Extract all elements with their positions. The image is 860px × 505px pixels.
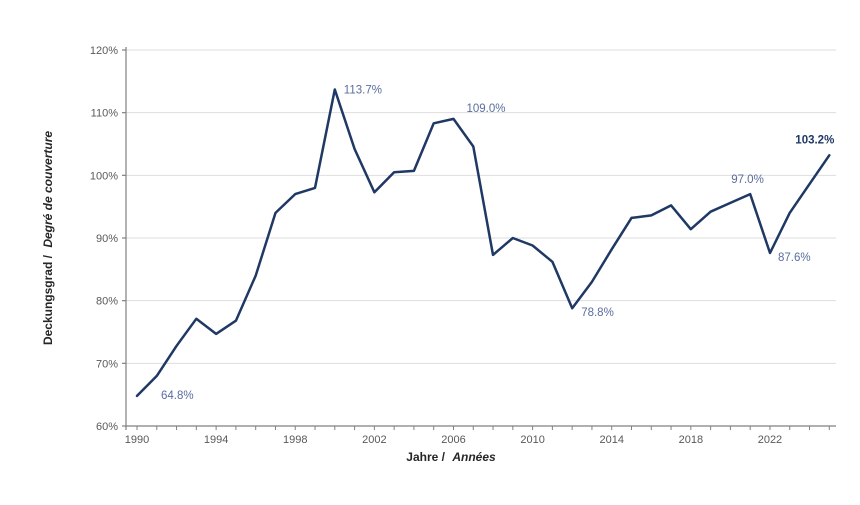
annotation-2025: 103.2%: [795, 134, 834, 146]
x-tick-label-2022: 2022: [758, 434, 782, 446]
y-axis-title: Deckungsgrad / Degré de couverture: [41, 131, 55, 345]
coverage-line: [135, 88, 831, 398]
y-tick-label-110%: 110%: [91, 108, 119, 120]
y-tick-label-70%: 70%: [96, 358, 118, 370]
annotation-2000: 113.7%: [344, 85, 382, 97]
gridlines: [126, 49, 836, 364]
y-tick-label-80%: 80%: [96, 296, 118, 308]
axes-and-ticks: [122, 47, 836, 430]
x-tick-label-1994: 1994: [204, 434, 228, 446]
y-tick-label-90%: 90%: [96, 233, 118, 245]
x-axis-title-de: Jahre /: [406, 450, 445, 464]
annotation-2021: 97.0%: [731, 174, 764, 186]
y-tick-label-100%: 100%: [90, 170, 118, 182]
annotation-1990: 64.8%: [161, 390, 194, 402]
data-labels: 64.8% 113.7% 109.0% 78.8% 97.0% 87.6% 103.2%: [161, 85, 834, 402]
y-axis-title-de: Deckungsgrad /: [41, 254, 55, 345]
x-tick-label-2006: 2006: [441, 434, 465, 446]
y-tick-label-120%: 120%: [90, 45, 118, 57]
x-tick-label-2018: 2018: [679, 434, 703, 446]
tick-labels: 60% 70% 80% 90% 100% 110% 120% 1990 1994 1998 2002…: [90, 45, 782, 446]
x-tick-label-2002: 2002: [362, 434, 386, 446]
y-axis-title-fr: Degré de couverture: [41, 131, 55, 248]
x-tick-label-2010: 2010: [520, 434, 544, 446]
x-axis-title-fr: Années: [451, 450, 496, 464]
annotation-2012: 78.8%: [581, 307, 614, 319]
x-axis-title: Jahre / Années: [406, 450, 496, 464]
x-tick-label-2014: 2014: [599, 434, 623, 446]
annotation-2006: 109.0%: [467, 103, 506, 115]
y-tick-label-60%: 60%: [96, 421, 118, 433]
x-tick-label-1998: 1998: [283, 434, 307, 446]
annotation-2022: 87.6%: [778, 252, 811, 264]
coverage-series-line: [135, 88, 831, 398]
x-tick-label-1990: 1990: [125, 434, 149, 446]
